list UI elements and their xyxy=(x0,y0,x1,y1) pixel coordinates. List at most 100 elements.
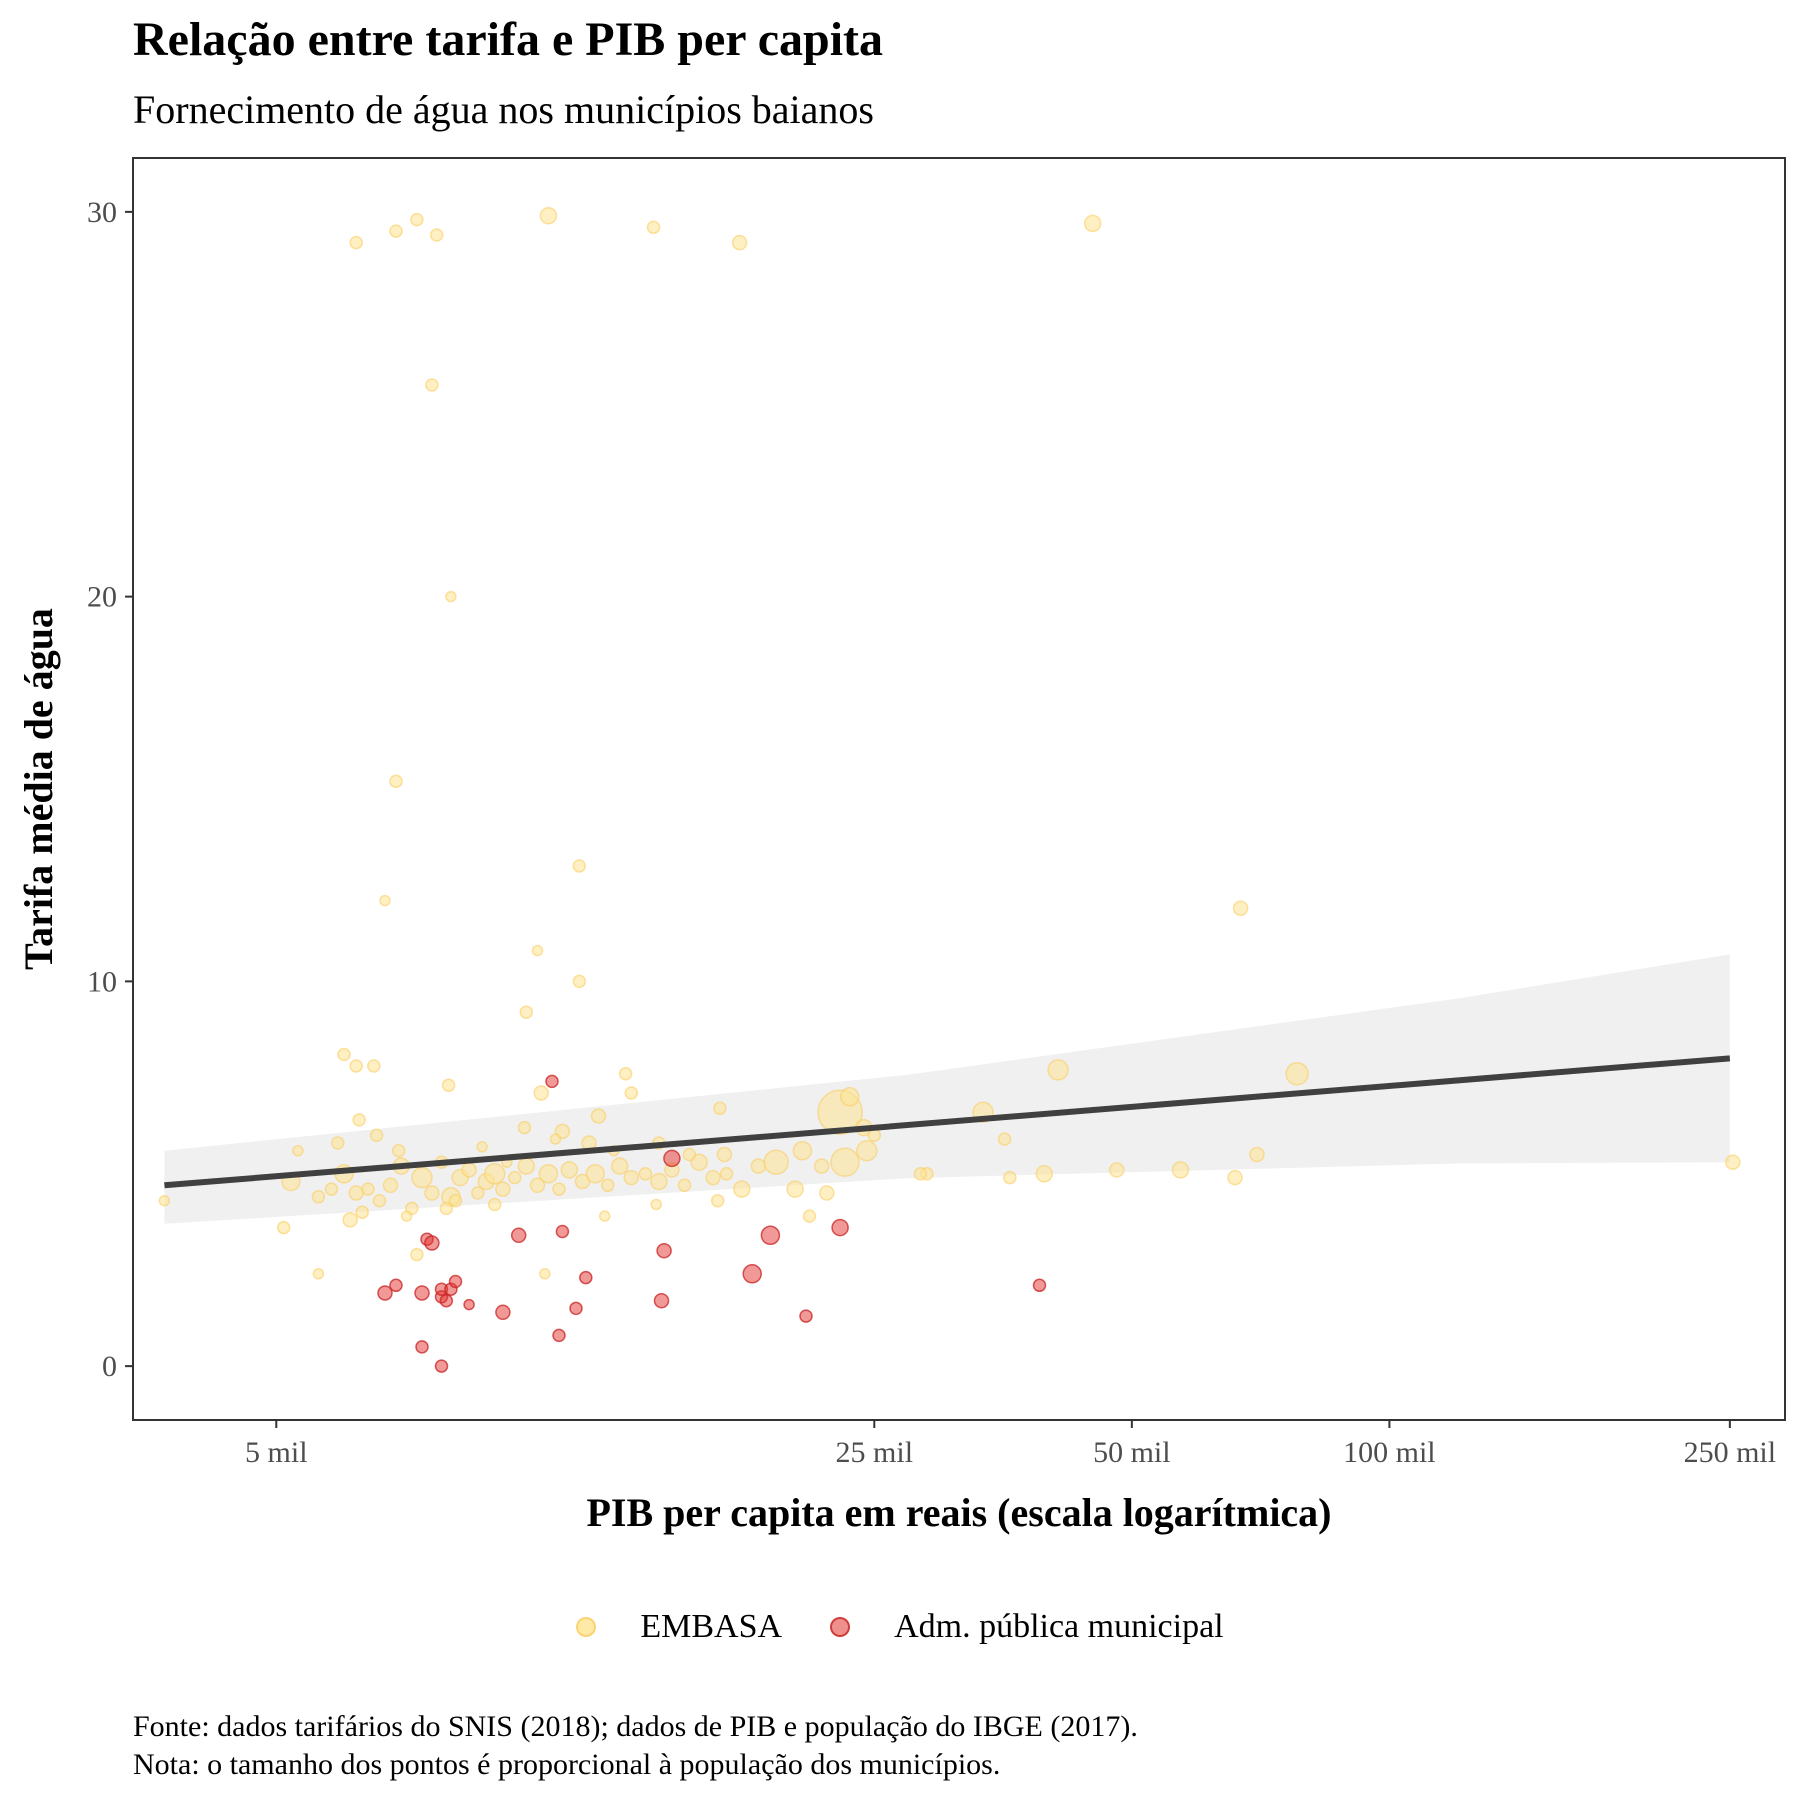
data-point-adm-publica-9 xyxy=(448,1274,463,1289)
data-point-embasa-53 xyxy=(819,1185,835,1201)
data-point-adm-publica-10 xyxy=(463,1298,475,1311)
data-point-embasa-83 xyxy=(646,220,661,235)
data-point-embasa-71 xyxy=(425,378,439,392)
data-point-embasa-67 xyxy=(349,1059,363,1073)
data-point-embasa-31 xyxy=(610,1157,629,1175)
caption-source: Fonte: dados tarifários do SNIS (2018); … xyxy=(133,1710,1138,1743)
y-tick-label-1: 10 xyxy=(87,965,117,998)
x-axis-title: PIB per capita em reais (escala logarítm… xyxy=(587,1490,1332,1535)
data-point-adm-publica-2 xyxy=(414,1285,430,1301)
data-point-embasa-44 xyxy=(355,1205,369,1219)
data-point-embasa-90 xyxy=(813,1158,830,1174)
legend-swatch-embasa xyxy=(576,1617,597,1637)
data-point-embasa-62 xyxy=(713,1101,727,1116)
data-point-embasa-63 xyxy=(533,1085,549,1101)
data-point-embasa-50 xyxy=(650,1198,662,1211)
data-point-embasa-41 xyxy=(750,1158,767,1174)
data-point-embasa-61 xyxy=(624,1086,639,1100)
data-point-adm-publica-22 xyxy=(663,1149,681,1168)
y-tick-label-2: 20 xyxy=(87,581,117,614)
data-point-embasa-29 xyxy=(585,1164,606,1184)
data-point-embasa-106 xyxy=(1232,900,1249,917)
data-point-embasa-84 xyxy=(731,234,748,251)
data-point-adm-publica-12 xyxy=(434,1359,449,1373)
data-point-adm-publica-20 xyxy=(653,1292,670,1309)
data-point-embasa-25 xyxy=(538,1164,559,1184)
data-point-embasa-119 xyxy=(439,1201,454,1216)
legend-item-embasa: EMBASA xyxy=(576,1608,782,1646)
data-point-adm-publica-19 xyxy=(545,1074,559,1089)
data-point-embasa-66 xyxy=(337,1047,351,1062)
data-point-adm-publica-17 xyxy=(569,1301,583,1316)
data-point-embasa-100 xyxy=(1035,1165,1054,1183)
data-point-embasa-52 xyxy=(802,1209,817,1223)
data-point-adm-publica-4 xyxy=(424,1235,440,1251)
data-point-embasa-111 xyxy=(913,1167,928,1181)
data-point-embasa-88 xyxy=(856,1139,878,1162)
data-point-embasa-3 xyxy=(311,1190,326,1204)
data-point-adm-publica-15 xyxy=(552,1328,566,1343)
data-point-embasa-24 xyxy=(529,1177,546,1194)
confidence-band-layer xyxy=(164,954,1730,1224)
data-point-embasa-58 xyxy=(517,1120,532,1135)
data-point-embasa-43 xyxy=(342,1212,358,1228)
data-point-embasa-22 xyxy=(508,1170,522,1185)
data-point-embasa-27 xyxy=(560,1161,579,1179)
data-point-embasa-108 xyxy=(1285,1061,1309,1086)
data-point-embasa-73 xyxy=(429,228,444,242)
data-point-embasa-70 xyxy=(389,774,403,789)
data-point-embasa-0 xyxy=(158,1194,171,1207)
data-point-embasa-103 xyxy=(1108,1162,1125,1178)
data-point-adm-publica-23 xyxy=(742,1264,762,1284)
data-point-embasa-54 xyxy=(352,1113,366,1127)
data-point-embasa-60 xyxy=(590,1108,607,1124)
data-point-embasa-48 xyxy=(539,1268,551,1280)
data-point-embasa-8 xyxy=(372,1193,387,1208)
data-point-embasa-7 xyxy=(361,1182,375,1196)
data-point-embasa-82 xyxy=(618,1066,633,1081)
data-point-embasa-47 xyxy=(410,1247,424,1262)
data-point-embasa-56 xyxy=(391,1143,406,1158)
data-point-embasa-9 xyxy=(382,1177,399,1194)
data-point-adm-publica-1 xyxy=(389,1278,403,1293)
data-point-adm-publica-24 xyxy=(760,1225,781,1246)
data-point-adm-publica-21 xyxy=(656,1242,672,1259)
data-point-embasa-40 xyxy=(733,1180,751,1198)
data-point-embasa-57 xyxy=(441,1078,456,1093)
legend: EMBASA Adm. pública municipal xyxy=(0,1608,1800,1646)
confidence-band xyxy=(164,954,1730,1224)
data-point-embasa-38 xyxy=(705,1169,721,1186)
data-point-embasa-79 xyxy=(539,206,558,225)
data-point-adm-publica-18 xyxy=(579,1270,593,1285)
data-point-embasa-75 xyxy=(389,224,403,238)
data-point-embasa-42 xyxy=(276,1220,291,1235)
data-point-embasa-102 xyxy=(1083,214,1102,233)
caption: Fonte: dados tarifários do SNIS (2018); … xyxy=(133,1708,1138,1784)
data-point-embasa-80 xyxy=(572,974,587,989)
trend-line xyxy=(164,1055,1731,1189)
data-point-embasa-26 xyxy=(552,1182,566,1196)
data-point-adm-publica-27 xyxy=(1032,1278,1047,1293)
data-point-embasa-86 xyxy=(839,1087,860,1107)
data-point-embasa-69 xyxy=(379,894,391,907)
chart-subtitle: Fornecimento de água nos municípios baia… xyxy=(133,87,874,132)
y-tick-label-3: 30 xyxy=(87,196,117,229)
data-point-embasa-23 xyxy=(517,1157,536,1175)
data-point-embasa-36 xyxy=(677,1178,692,1193)
scatter-plot: 5 mil 25 mil 50 mil 100 mil 250 mil 0102030 … xyxy=(16,157,1786,1535)
data-point-embasa-115 xyxy=(549,1133,562,1145)
x-tick-label-1: 25 mil xyxy=(836,1436,914,1469)
x-axis: 5 mil 25 mil 50 mil 100 mil 250 mil xyxy=(245,1420,1776,1469)
data-point-embasa-17 xyxy=(461,1162,477,1178)
trend-line-layer xyxy=(164,1055,1731,1189)
x-tick-label-4: 250 mil xyxy=(1684,1436,1777,1469)
data-point-embasa-37 xyxy=(690,1153,708,1171)
data-point-embasa-55 xyxy=(369,1128,384,1143)
data-point-embasa-39 xyxy=(719,1167,734,1181)
data-point-embasa-95 xyxy=(682,1147,697,1162)
data-point-adm-publica-14 xyxy=(510,1227,527,1244)
data-point-embasa-13 xyxy=(424,1185,440,1201)
data-point-embasa-49 xyxy=(598,1210,611,1222)
data-point-embasa-105 xyxy=(1227,1169,1243,1186)
data-point-embasa-107 xyxy=(1249,1146,1265,1163)
